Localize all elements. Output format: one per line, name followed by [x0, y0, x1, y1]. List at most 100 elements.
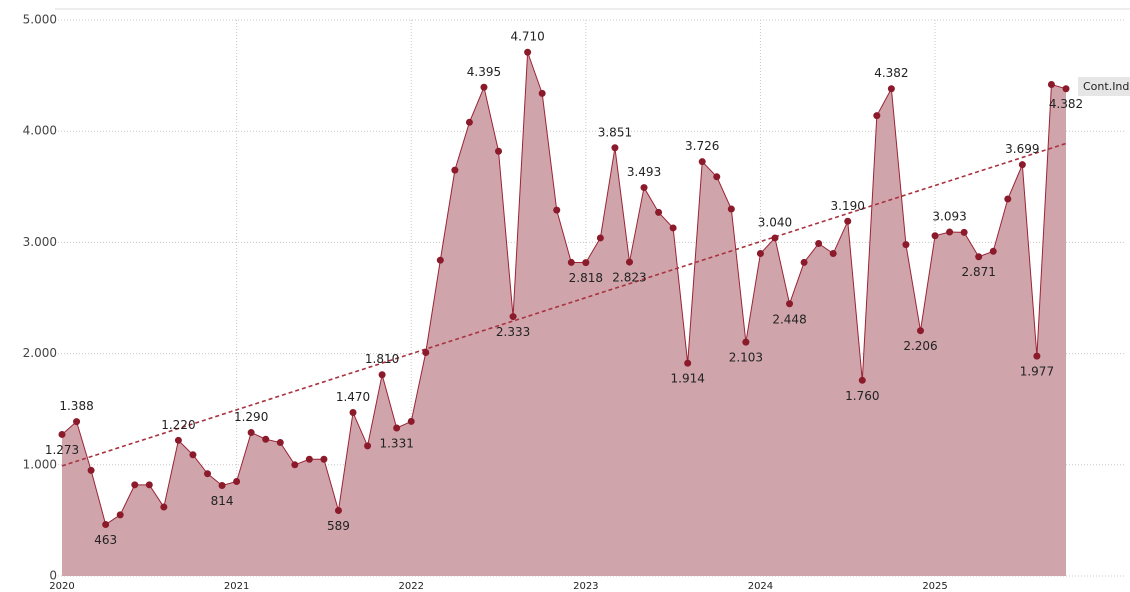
marker — [291, 461, 299, 469]
data-label: 4.395 — [467, 65, 501, 79]
marker — [116, 511, 124, 519]
marker — [407, 417, 415, 425]
marker — [1062, 85, 1070, 93]
marker — [364, 442, 372, 450]
data-label: 1.273 — [45, 443, 79, 457]
marker — [305, 455, 313, 463]
data-label: 2.871 — [962, 265, 996, 279]
marker — [334, 507, 342, 515]
line — [61, 52, 1067, 526]
marker — [756, 250, 764, 258]
area — [62, 52, 1066, 577]
marker — [495, 147, 503, 155]
marker — [378, 371, 386, 379]
data-label: 3.190 — [831, 199, 865, 213]
marker — [946, 228, 954, 236]
data-label: 1.977 — [1020, 365, 1054, 379]
marker — [625, 258, 633, 266]
marker — [916, 327, 924, 335]
y-tick-label: 3.000 — [23, 235, 57, 249]
data-label: 4.710 — [510, 30, 544, 44]
marker — [160, 503, 168, 511]
x-tick-label: 2025 — [922, 581, 947, 592]
y-tick-label: 5.000 — [23, 13, 57, 27]
data-label: 2.818 — [569, 271, 603, 285]
marker — [800, 258, 808, 266]
marker — [524, 48, 532, 56]
marker — [276, 439, 284, 447]
marker — [73, 418, 81, 426]
data-label: 2.206 — [903, 339, 937, 353]
data-label: 4.382 — [874, 66, 908, 80]
data-label: 3.493 — [627, 165, 661, 179]
marker — [931, 232, 939, 240]
data-label: 3.726 — [685, 139, 719, 153]
marker — [684, 359, 692, 367]
marker — [669, 224, 677, 232]
marker — [960, 228, 968, 236]
marker — [480, 83, 488, 91]
marker — [596, 234, 604, 242]
data-label: 3.851 — [598, 125, 632, 139]
data-label: 4.382 — [1049, 97, 1083, 111]
data-label: 814 — [211, 494, 234, 508]
data-label: 1.290 — [234, 410, 268, 424]
trendline — [61, 142, 1067, 467]
marker — [218, 481, 226, 489]
marker — [465, 118, 473, 126]
x-tick-label: 2020 — [49, 581, 74, 592]
data-label: 2.823 — [612, 271, 646, 285]
marker — [204, 470, 212, 478]
data-label: 1.470 — [336, 390, 370, 404]
marker — [58, 430, 66, 438]
y-tick-label: 2.000 — [23, 346, 57, 360]
data-label: 1.810 — [365, 352, 399, 366]
y-tick-label: 4.000 — [23, 124, 57, 138]
data-label: 1.331 — [379, 436, 413, 450]
marker — [858, 376, 866, 384]
data-label: 1.914 — [671, 372, 705, 386]
marker — [174, 436, 182, 444]
data-label: 1.388 — [59, 399, 93, 413]
marker — [1033, 352, 1041, 360]
marker — [451, 166, 459, 174]
marker — [902, 241, 910, 249]
marker — [349, 409, 357, 417]
legend-label: Cont.Inde — [1083, 80, 1130, 93]
data-label: 3.093 — [932, 210, 966, 224]
data-label: 589 — [327, 519, 350, 533]
marker — [873, 112, 881, 120]
marker — [655, 208, 663, 216]
marker — [189, 451, 197, 459]
marker — [1047, 80, 1055, 88]
marker — [247, 429, 255, 437]
marker — [727, 205, 735, 213]
marker — [320, 455, 328, 463]
marker — [829, 250, 837, 258]
marker — [1004, 195, 1012, 203]
marker — [815, 240, 823, 248]
data-label: 2.333 — [496, 325, 530, 339]
x-tick-label: 2023 — [573, 581, 598, 592]
data-label: 1.220 — [161, 418, 195, 432]
x-tick-label: 2024 — [748, 581, 773, 592]
data-label: 3.040 — [758, 215, 792, 229]
legend-box — [1078, 77, 1130, 96]
marker — [233, 477, 241, 485]
marker — [422, 348, 430, 356]
marker — [611, 144, 619, 152]
marker — [262, 435, 270, 443]
data-label: 2.448 — [772, 312, 806, 326]
data-label: 2.103 — [729, 351, 763, 365]
marker — [538, 89, 546, 97]
marker — [131, 481, 139, 489]
marker — [145, 481, 153, 489]
marker — [553, 206, 561, 214]
marker — [1018, 161, 1026, 169]
y-tick-label: 0 — [49, 569, 57, 583]
marker — [989, 247, 997, 255]
marker — [436, 256, 444, 264]
marker — [582, 259, 590, 267]
marker — [975, 253, 983, 261]
